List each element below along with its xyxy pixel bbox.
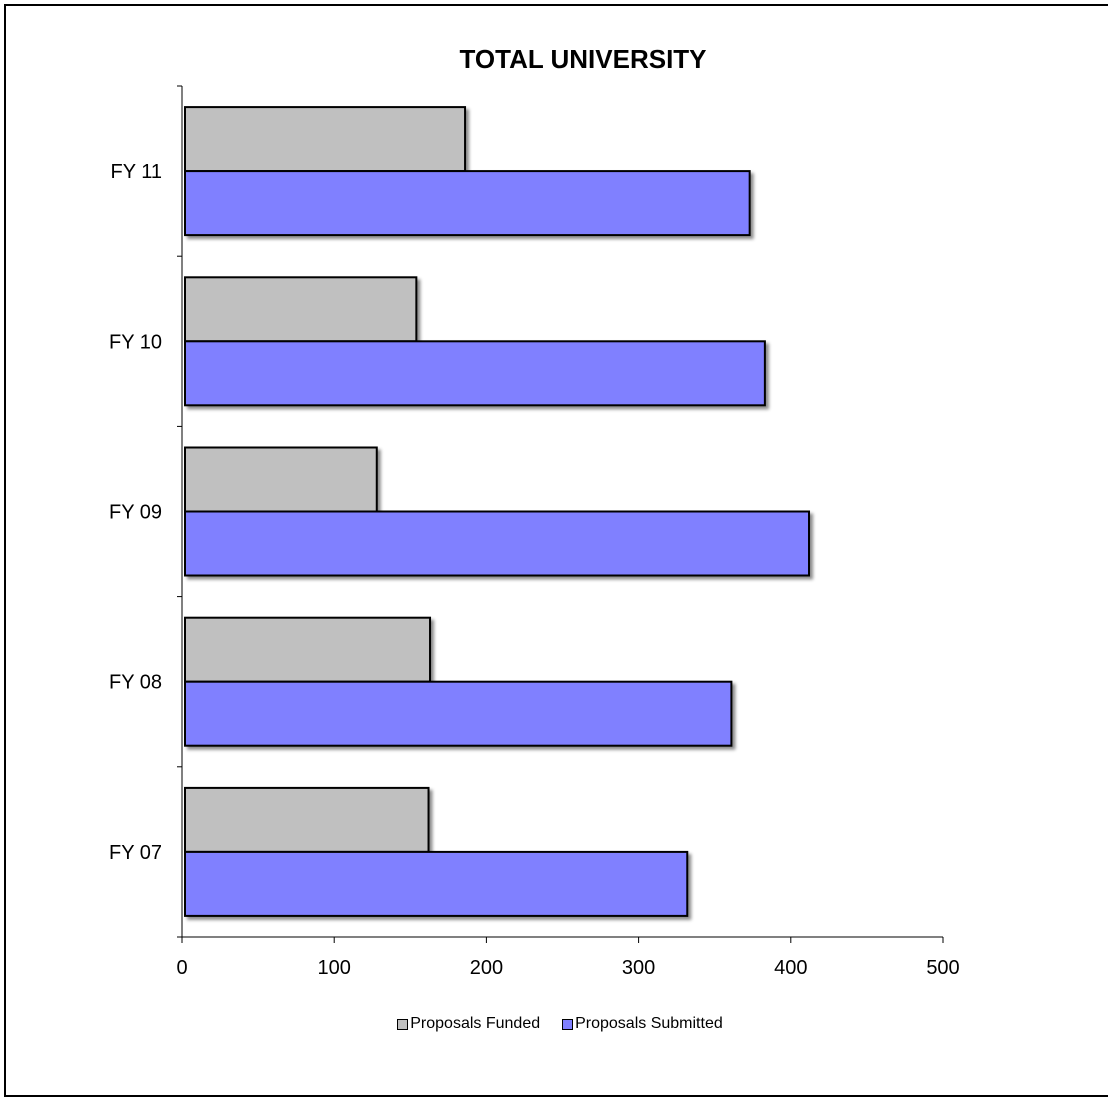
bar-funded-fy07 — [184, 786, 430, 853]
x-tick-label: 400 — [774, 957, 807, 979]
bar-submitted-fy09 — [184, 510, 811, 577]
y-tick-label: FY 10 — [109, 331, 162, 353]
y-tick-label: FY 09 — [109, 502, 162, 524]
legend: Proposals Funded Proposals Submitted — [0, 1015, 1108, 1033]
x-tick-label: 300 — [622, 957, 655, 979]
x-tick-label: 100 — [318, 957, 351, 979]
chart-title: TOTAL UNIVERSITY — [459, 44, 707, 74]
bar-funded-fy09 — [184, 446, 378, 513]
x-tick-label: 500 — [926, 957, 959, 979]
x-tick-label: 200 — [470, 957, 503, 979]
y-tick-label: FY 07 — [109, 842, 162, 864]
bar-funded-fy10 — [184, 276, 418, 343]
legend-label-submitted: Proposals Submitted — [575, 1015, 723, 1032]
bar-funded-fy11 — [184, 106, 467, 173]
bar-funded-fy08 — [184, 616, 432, 683]
bar-submitted-fy10 — [184, 340, 766, 407]
legend-swatch-funded — [397, 1018, 409, 1030]
legend-item-submitted: Proposals Submitted — [562, 1015, 723, 1033]
x-tick-label: 0 — [176, 957, 187, 979]
bar-submitted-fy08 — [184, 680, 733, 747]
legend-item-funded: Proposals Funded — [397, 1015, 540, 1033]
bar-submitted-fy07 — [184, 850, 689, 917]
y-tick-label: FY 11 — [110, 161, 162, 183]
legend-label-funded: Proposals Funded — [410, 1015, 541, 1032]
y-tick-label: FY 08 — [109, 672, 162, 694]
legend-swatch-submitted — [562, 1018, 574, 1030]
bar-submitted-fy11 — [184, 170, 751, 237]
